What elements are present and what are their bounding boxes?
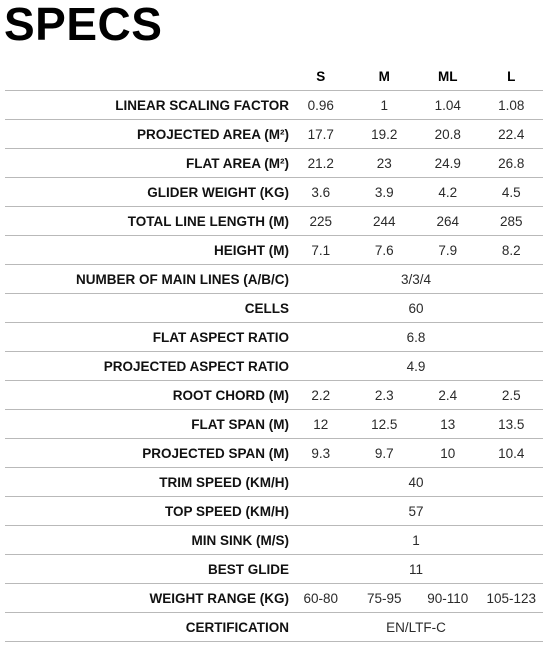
specs-table: S M ML L LINEAR SCALING FACTOR 0.96 1 1.04 1…: [5, 62, 543, 642]
spec-value: 3.9: [374, 184, 394, 200]
spec-label: PROJECTED AREA (M²): [136, 126, 289, 142]
spec-row: FLAT SPAN (M) 12 12.5 13 13.5: [5, 409, 543, 439]
spec-row: TRIM SPEED (KM/H) 40: [5, 467, 543, 497]
spec-label: FLAT ASPECT RATIO: [152, 329, 289, 345]
spec-row: HEIGHT (M) 7.1 7.6 7.9 8.2: [5, 235, 543, 265]
spec-row: TOP SPEED (KM/H) 57: [5, 496, 543, 526]
spec-value-shared: 1: [412, 532, 420, 548]
spec-row: PROJECTED SPAN (M) 9.3 9.7 10 10.4: [5, 438, 543, 468]
spec-row: ROOT CHORD (M) 2.2 2.3 2.4 2.5: [5, 380, 543, 410]
spec-value: 4.2: [438, 184, 458, 200]
spec-value: 2.2: [311, 387, 331, 403]
spec-row: MIN SINK (M/S) 1: [5, 525, 543, 555]
spec-value: 19.2: [371, 126, 398, 142]
spec-value: 60-80: [303, 590, 339, 606]
spec-row: PROJECTED AREA (M²) 17.7 19.2 20.8 22.4: [5, 119, 543, 149]
spec-label: PROJECTED ASPECT RATIO: [103, 358, 289, 374]
spec-row: CELLS 60: [5, 293, 543, 323]
spec-row: CERTIFICATION EN/LTF-C: [5, 612, 543, 642]
spec-row: FLAT AREA (M²) 21.2 23 24.9 26.8: [5, 148, 543, 178]
spec-value: 10: [440, 445, 456, 461]
spec-value-shared: 40: [408, 474, 424, 490]
spec-value: 7.6: [374, 242, 394, 258]
spec-row: PROJECTED ASPECT RATIO 4.9: [5, 351, 543, 381]
spec-value: 4.5: [501, 184, 521, 200]
spec-label: FLAT AREA (M²): [186, 155, 289, 171]
spec-value: 2.5: [501, 387, 521, 403]
header-corner-cell: [5, 62, 289, 91]
spec-value: 7.9: [438, 242, 458, 258]
spec-label: MIN SINK (M/S): [191, 532, 290, 548]
spec-value: 2.4: [438, 387, 458, 403]
spec-value: 12: [313, 416, 329, 432]
spec-label: CELLS: [244, 300, 289, 316]
spec-value: 264: [436, 213, 460, 229]
specs-table-header: S M ML L: [5, 62, 543, 91]
spec-label: TRIM SPEED (KM/H): [159, 474, 289, 490]
spec-value-shared: 60: [408, 300, 424, 316]
spec-value-shared: 11: [408, 561, 423, 577]
spec-value-shared: EN/LTF-C: [386, 619, 446, 635]
spec-value: 12.5: [371, 416, 398, 432]
spec-value: 0.96: [307, 97, 334, 113]
spec-row: NUMBER OF MAIN LINES (A/B/C) 3/3/4: [5, 264, 543, 294]
spec-label: ROOT CHORD (M): [172, 387, 289, 403]
spec-value: 225: [309, 213, 333, 229]
size-header: S: [316, 68, 326, 84]
spec-value: 22.4: [498, 126, 525, 142]
specs-table-body: LINEAR SCALING FACTOR 0.96 1 1.04 1.08 PROJEC…: [5, 90, 543, 642]
spec-value: 105-123: [486, 590, 537, 606]
spec-row: FLAT ASPECT RATIO 6.8: [5, 322, 543, 352]
spec-label: WEIGHT RANGE (KG): [149, 590, 290, 606]
spec-value: 9.3: [311, 445, 331, 461]
size-header: L: [507, 68, 516, 84]
spec-label: FLAT SPAN (M): [191, 416, 289, 432]
spec-value: 21.2: [307, 155, 334, 171]
size-header: M: [378, 68, 390, 84]
spec-label: TOTAL LINE LENGTH (M): [127, 213, 289, 229]
spec-value: 17.7: [307, 126, 334, 142]
spec-label: CERTIFICATION: [185, 619, 289, 635]
spec-row: BEST GLIDE 11: [5, 554, 543, 584]
spec-label: HEIGHT (M): [214, 242, 289, 258]
spec-value-shared: 3/3/4: [400, 271, 432, 287]
spec-row: TOTAL LINE LENGTH (M) 225 244 264 285: [5, 206, 543, 236]
spec-value: 9.7: [374, 445, 394, 461]
spec-value: 13.5: [498, 416, 525, 432]
spec-value: 26.8: [498, 155, 525, 171]
spec-label: NUMBER OF MAIN LINES (A/B/C): [76, 271, 289, 287]
size-header-row: S M ML L: [5, 62, 543, 91]
spec-label: PROJECTED SPAN (M): [142, 445, 289, 461]
spec-label: LINEAR SCALING FACTOR: [115, 97, 289, 113]
spec-value: 285: [499, 213, 523, 229]
spec-value-shared: 4.9: [406, 358, 426, 374]
spec-value: 23: [376, 155, 392, 171]
spec-value: 1.08: [498, 97, 525, 113]
spec-value: 90-110: [427, 590, 469, 606]
spec-value-shared: 57: [408, 503, 424, 519]
spec-value: 13: [440, 416, 456, 432]
spec-value: 10.4: [498, 445, 525, 461]
spec-value: 8.2: [501, 242, 521, 258]
spec-value-shared: 6.8: [406, 329, 426, 345]
spec-value: 1.04: [434, 97, 461, 113]
spec-value: 3.6: [311, 184, 331, 200]
spec-value: 1: [380, 97, 388, 113]
spec-row: GLIDER WEIGHT (KG) 3.6 3.9 4.2 4.5: [5, 177, 543, 207]
spec-value: 7.1: [311, 242, 331, 258]
spec-value: 2.3: [374, 387, 394, 403]
spec-value: 244: [372, 213, 396, 229]
spec-label: TOP SPEED (KM/H): [164, 503, 289, 519]
spec-row: WEIGHT RANGE (KG) 60-80 75-95 90-110 105-123: [5, 583, 543, 613]
page-title: SPECS: [4, 0, 163, 50]
size-header: ML: [438, 68, 458, 84]
spec-value: 20.8: [434, 126, 461, 142]
spec-label: GLIDER WEIGHT (KG): [147, 184, 289, 200]
spec-value: 75-95: [366, 590, 402, 606]
spec-value: 24.9: [434, 155, 461, 171]
spec-row: LINEAR SCALING FACTOR 0.96 1 1.04 1.08: [5, 90, 543, 120]
spec-label: BEST GLIDE: [207, 561, 289, 577]
